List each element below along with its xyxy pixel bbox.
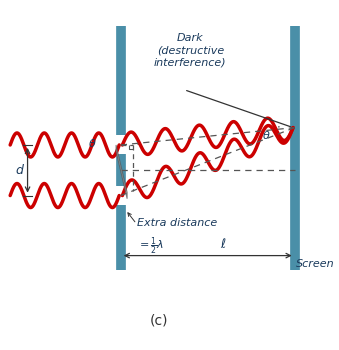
Text: Extra distance: Extra distance xyxy=(137,218,217,228)
Text: $\theta$: $\theta$ xyxy=(262,130,271,141)
Text: (c): (c) xyxy=(149,313,168,327)
Polygon shape xyxy=(116,145,127,199)
Text: $d$: $d$ xyxy=(15,163,25,177)
Text: $= \frac{1}{2}\lambda$: $= \frac{1}{2}\lambda$ xyxy=(137,235,164,257)
Text: $\ell$: $\ell$ xyxy=(220,237,227,251)
Text: Dark
(destructive
interference): Dark (destructive interference) xyxy=(154,33,227,68)
Text: $\theta$: $\theta$ xyxy=(88,138,97,149)
Text: Screen: Screen xyxy=(296,259,335,269)
